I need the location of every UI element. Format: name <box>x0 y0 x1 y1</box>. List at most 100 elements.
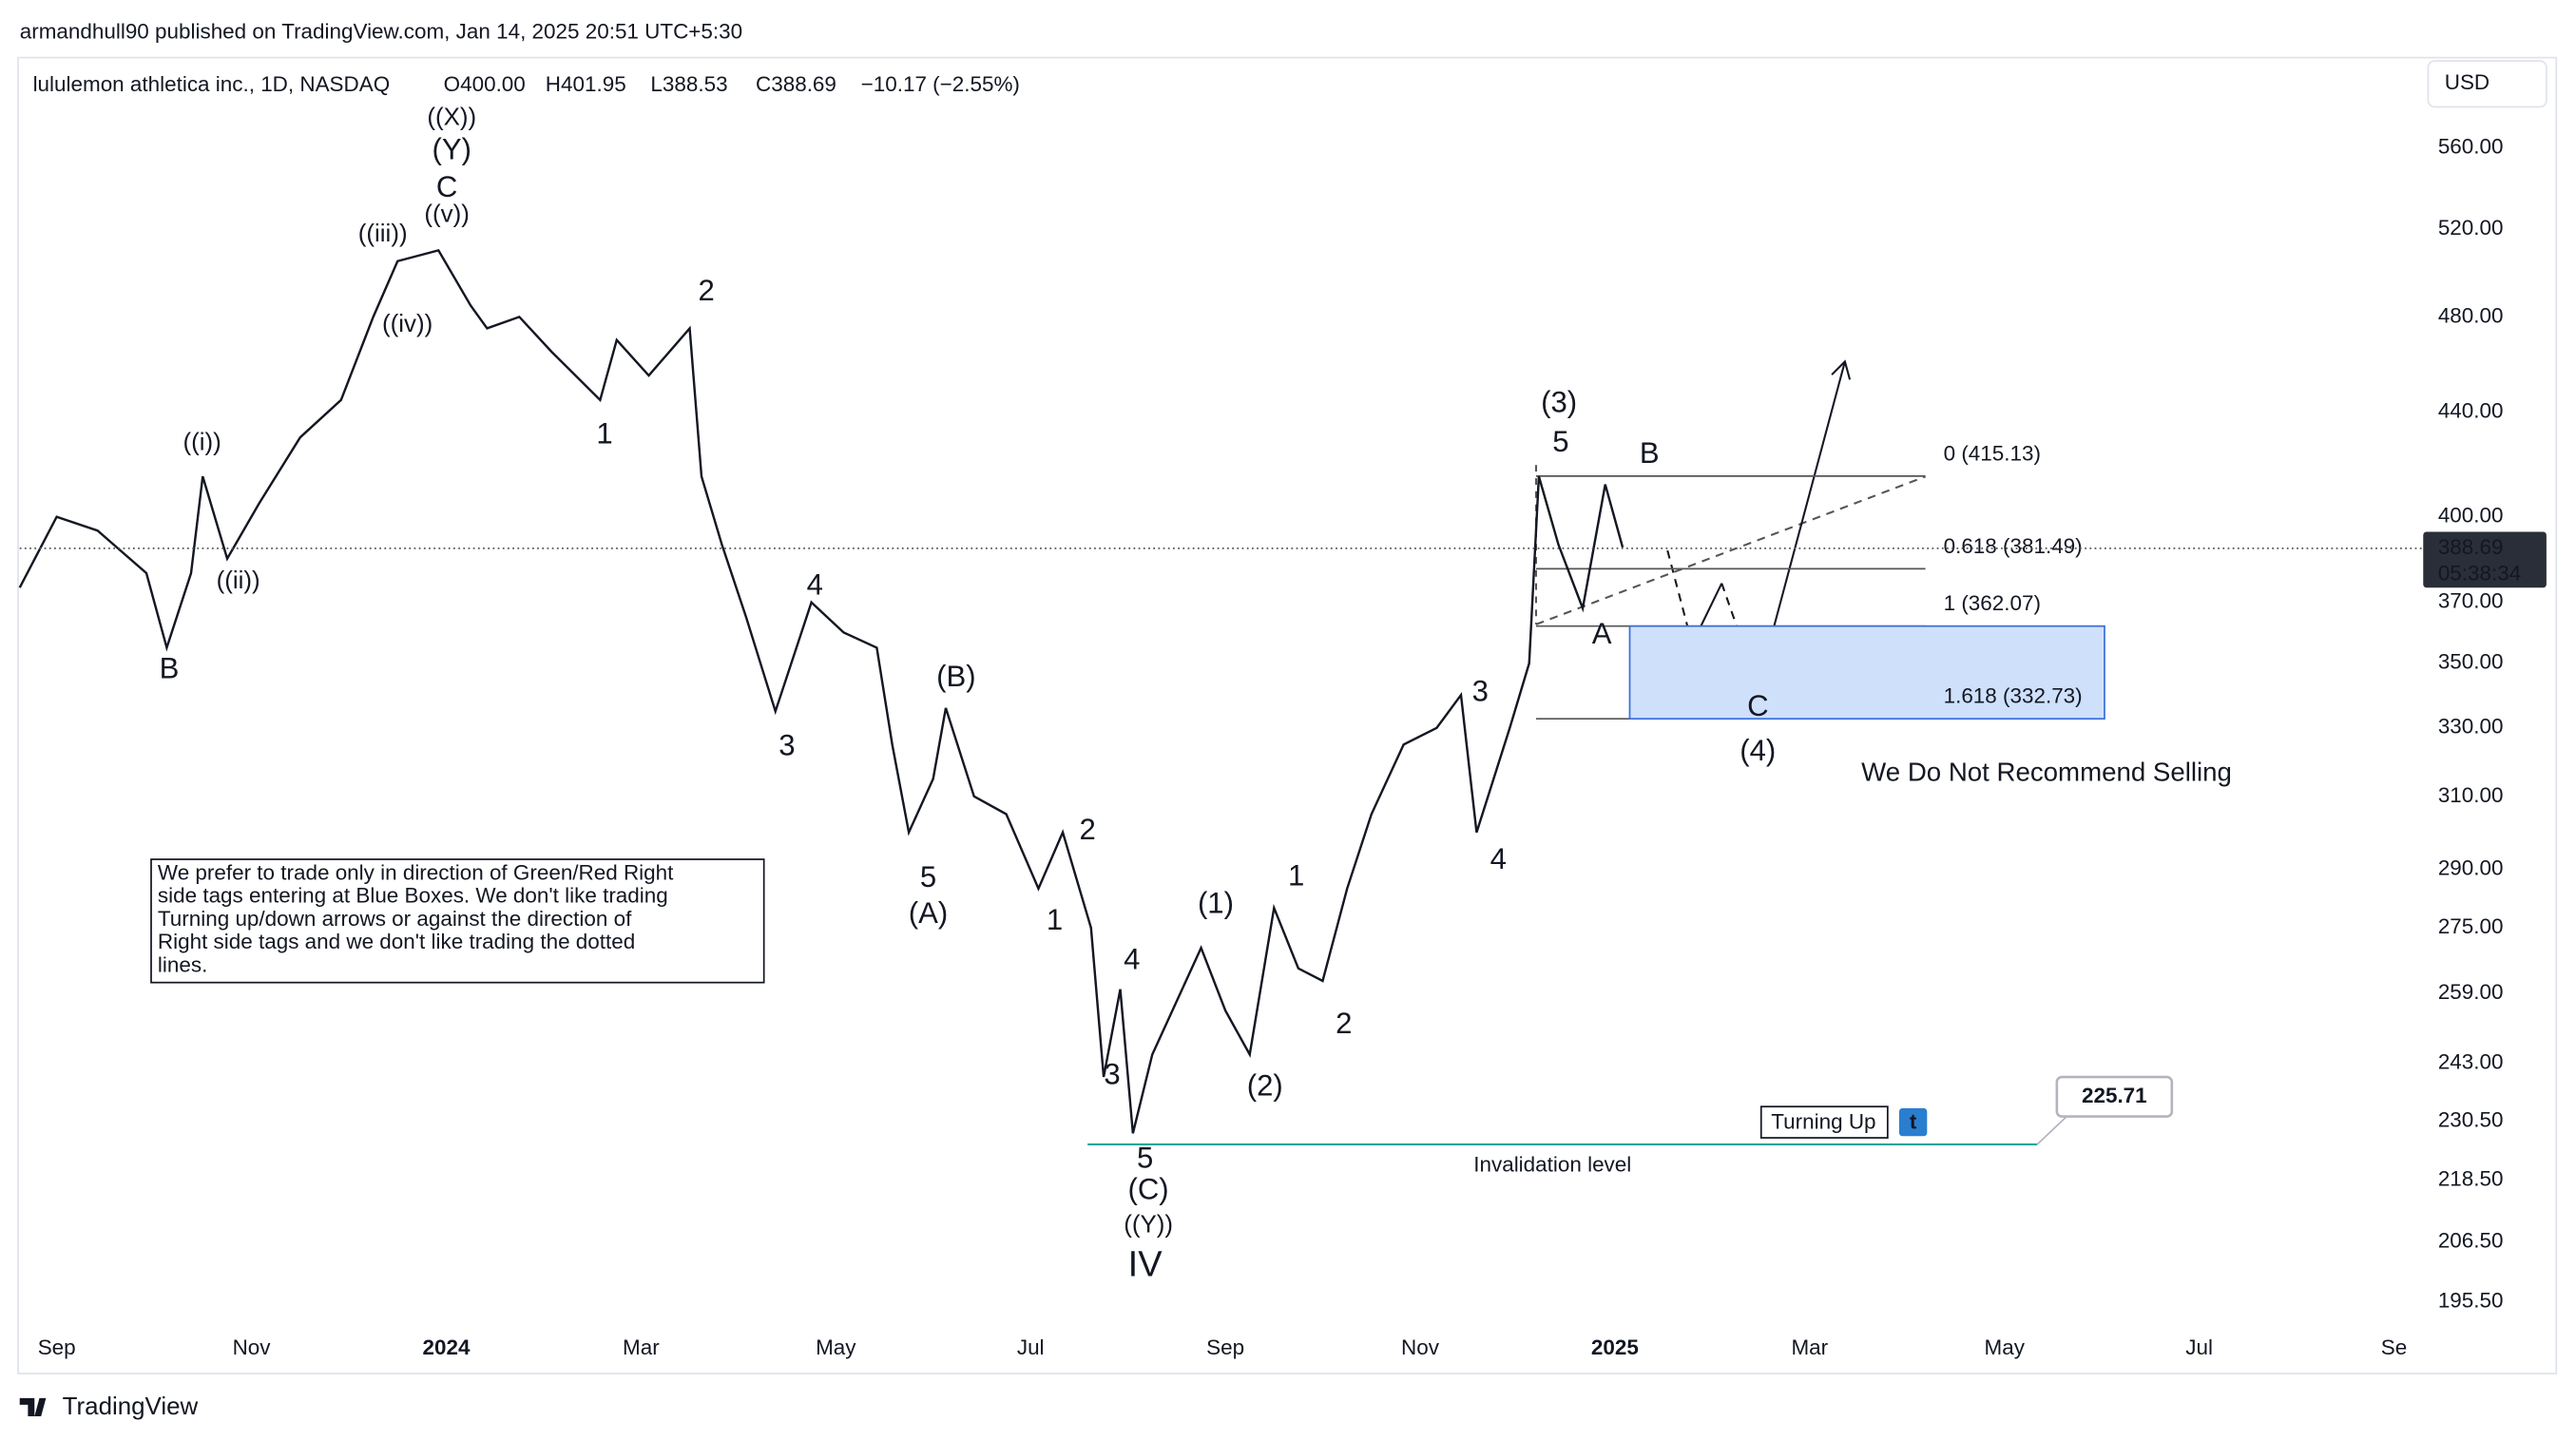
invalidation-text: Invalidation level <box>1473 1152 1631 1176</box>
wave-label: C <box>436 170 457 203</box>
y-tick-label: 330.00 <box>2438 715 2504 739</box>
wave-label: C <box>1747 689 1768 722</box>
wave-label: B <box>1640 436 1660 470</box>
note-line: side tags entering at Blue Boxes. We don… <box>158 884 668 908</box>
x-tick-label: Sep <box>38 1335 76 1359</box>
y-tick-label: 206.50 <box>2438 1229 2504 1253</box>
symbol-legend: lululemon athletica inc., 1D, NASDAQ <box>33 72 391 96</box>
y-tick-label: 400.00 <box>2438 504 2504 528</box>
wave-label: ((X)) <box>427 104 476 130</box>
wave-label: 1 <box>1288 858 1304 892</box>
fib-label: 0.618 (381.49) <box>1944 534 2083 558</box>
price-line <box>18 248 1624 1134</box>
wave-label: ((iv)) <box>382 311 433 337</box>
currency[interactable]: USD <box>2445 70 2489 94</box>
y-tick-label: 230.50 <box>2438 1108 2504 1132</box>
price-tag <box>2055 1075 2174 1118</box>
fib-label: 0 (415.13) <box>1944 441 2041 465</box>
currency-box[interactable] <box>2427 60 2547 108</box>
wave-label: IV <box>1128 1245 1163 1285</box>
wave-label: 2 <box>1336 1007 1352 1040</box>
y-tick-label: 310.00 <box>2438 783 2504 807</box>
wave-label: 5 <box>1137 1142 1153 1175</box>
turning-box <box>1759 1105 1889 1139</box>
x-tick-label: Jul <box>2185 1335 2213 1359</box>
publisher: armandhull90 published on TradingView.co… <box>20 20 742 44</box>
wave-label: (1) <box>1198 887 1234 920</box>
chart-frame <box>17 56 2558 1374</box>
y-tick-label: 259.00 <box>2438 980 2504 1004</box>
y-tick-label: 243.00 <box>2438 1050 2504 1074</box>
x-tick-label: 2024 <box>423 1335 471 1359</box>
wave-label: ((Y)) <box>1124 1211 1173 1238</box>
x-tick-label: May <box>1985 1335 2026 1359</box>
x-tick-label: May <box>816 1335 856 1359</box>
wave-label: (A) <box>909 896 948 930</box>
y-tick-label: 218.50 <box>2438 1166 2504 1190</box>
x-tick-label: Jul <box>1017 1335 1045 1359</box>
wave-label: 2 <box>1079 813 1095 846</box>
wave-label: ((i)) <box>183 430 221 456</box>
logo <box>19 1397 47 1416</box>
wave-label: (C) <box>1128 1172 1169 1205</box>
note-line: lines. <box>158 952 207 976</box>
x-tick-label: Nov <box>1401 1335 1440 1359</box>
footer-brand: TradingView <box>63 1393 199 1420</box>
countdown: 05:38:34 <box>2438 561 2521 585</box>
warning: We Do Not Recommend Selling <box>1861 757 2232 786</box>
current-price-label: 388.69 <box>2438 535 2504 559</box>
note-box <box>150 858 765 984</box>
wave-label: 3 <box>779 729 795 762</box>
x-tick-label: Mar <box>623 1335 660 1359</box>
symbol: lululemon athletica inc., 1D, NASDAQ <box>33 72 391 96</box>
wave-label: ((iii)) <box>358 221 408 247</box>
y-tick-label: 520.00 <box>2438 216 2504 240</box>
note-line: Turning up/down arrows or against the di… <box>158 907 632 931</box>
note-line: Right side tags and we don't like tradin… <box>158 930 635 953</box>
wave-label: 2 <box>699 274 715 307</box>
y-tick-label: 290.00 <box>2438 856 2504 880</box>
wave-label: 5 <box>1552 425 1568 458</box>
arrow-head <box>1831 359 1852 380</box>
y-tick-label: 560.00 <box>2438 134 2504 158</box>
ohlc-value: O400.00 <box>444 72 526 96</box>
wave-label: 5 <box>920 860 936 893</box>
x-tick-label: Mar <box>1791 1335 1828 1359</box>
wave-label: (Y) <box>433 132 471 165</box>
wave-label: 1 <box>1047 903 1063 936</box>
fib-label: 1.618 (332.73) <box>1944 684 2083 708</box>
current-price-tag <box>2423 531 2547 588</box>
x-tick-label: Sep <box>1206 1335 1244 1359</box>
y-tick-label: 370.00 <box>2438 589 2504 613</box>
wave-label: (4) <box>1740 734 1776 767</box>
wave-label: (3) <box>1541 386 1577 419</box>
y-tick-label: 195.50 <box>2438 1289 2504 1313</box>
ohlc-value: H401.95 <box>546 72 626 96</box>
wave-label: 4 <box>1490 842 1507 875</box>
wave-label: 4 <box>1124 942 1140 975</box>
wave-label: A <box>1592 617 1612 650</box>
fib-label: 1 (362.07) <box>1944 591 2041 615</box>
footer: TradingView <box>19 1393 199 1420</box>
wave-label: 1 <box>596 416 612 450</box>
turning-label: Turning Up <box>1771 1109 1875 1133</box>
wave-label: ((ii)) <box>217 567 260 594</box>
x-tick-label: Nov <box>233 1335 272 1359</box>
x-tick-label: Se <box>2381 1335 2407 1359</box>
trend-line <box>1535 475 1926 625</box>
wave-label: (2) <box>1247 1068 1283 1102</box>
wave-label: B <box>160 652 180 685</box>
wave-label: 3 <box>1104 1057 1120 1090</box>
price-tag-label: 225.71 <box>2082 1084 2147 1107</box>
y-tick-label: 350.00 <box>2438 650 2504 674</box>
wave-label: (B) <box>936 660 975 693</box>
ohlc-value: L388.53 <box>650 72 727 96</box>
turning-icon: t <box>1910 1109 1917 1133</box>
wave-label: 3 <box>1472 675 1489 708</box>
ohlc-value: C388.69 <box>756 72 836 96</box>
wave-label: ((v)) <box>424 201 469 227</box>
blue-box <box>1628 624 2105 720</box>
